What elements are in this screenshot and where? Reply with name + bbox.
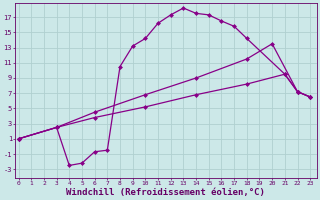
X-axis label: Windchill (Refroidissement éolien,°C): Windchill (Refroidissement éolien,°C): [66, 188, 265, 197]
